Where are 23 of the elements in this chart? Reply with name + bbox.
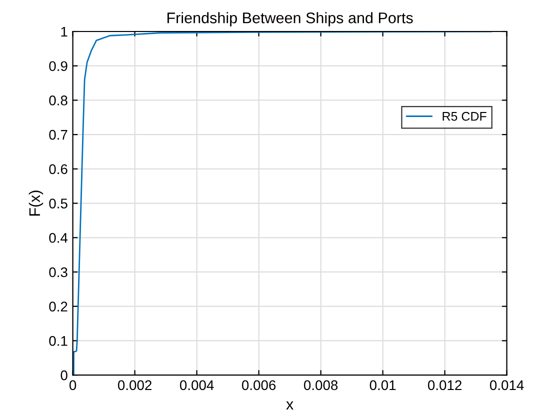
y-tick-label: 0.8 <box>49 96 68 106</box>
y-tick-label: 0.9 <box>49 61 68 72</box>
y-tick-label: 0.7 <box>49 130 68 140</box>
y-tick-label: 0.4 <box>49 232 68 243</box>
chart-title: Friendship Between Ships and Ports <box>167 12 413 26</box>
x-tick-label: 0.006 <box>242 380 276 390</box>
y-tick-label: 1 <box>61 26 68 37</box>
x-tick-label: 0.004 <box>180 380 214 390</box>
y-tick-label: 0.5 <box>49 198 68 208</box>
y-tick-label: 0.3 <box>49 267 68 278</box>
x-tick-label: 0.012 <box>428 380 462 390</box>
y-tick-label: 0.6 <box>49 164 68 174</box>
legend-label: R5 CDF <box>442 112 486 121</box>
x-tick-label: 0.008 <box>304 380 338 390</box>
y-tick-label: 0.1 <box>49 336 68 346</box>
y-axis-title: F(x) <box>28 190 44 216</box>
x-tick-label: 0.002 <box>118 380 152 390</box>
x-axis-title: x <box>286 401 294 410</box>
x-tick-label: 0.014 <box>490 380 524 390</box>
y-tick-label: 0.2 <box>49 302 68 312</box>
y-tick-label: 0 <box>60 370 68 380</box>
x-tick-label: 0 <box>69 380 76 390</box>
x-tick-label: 0.01 <box>370 380 396 390</box>
